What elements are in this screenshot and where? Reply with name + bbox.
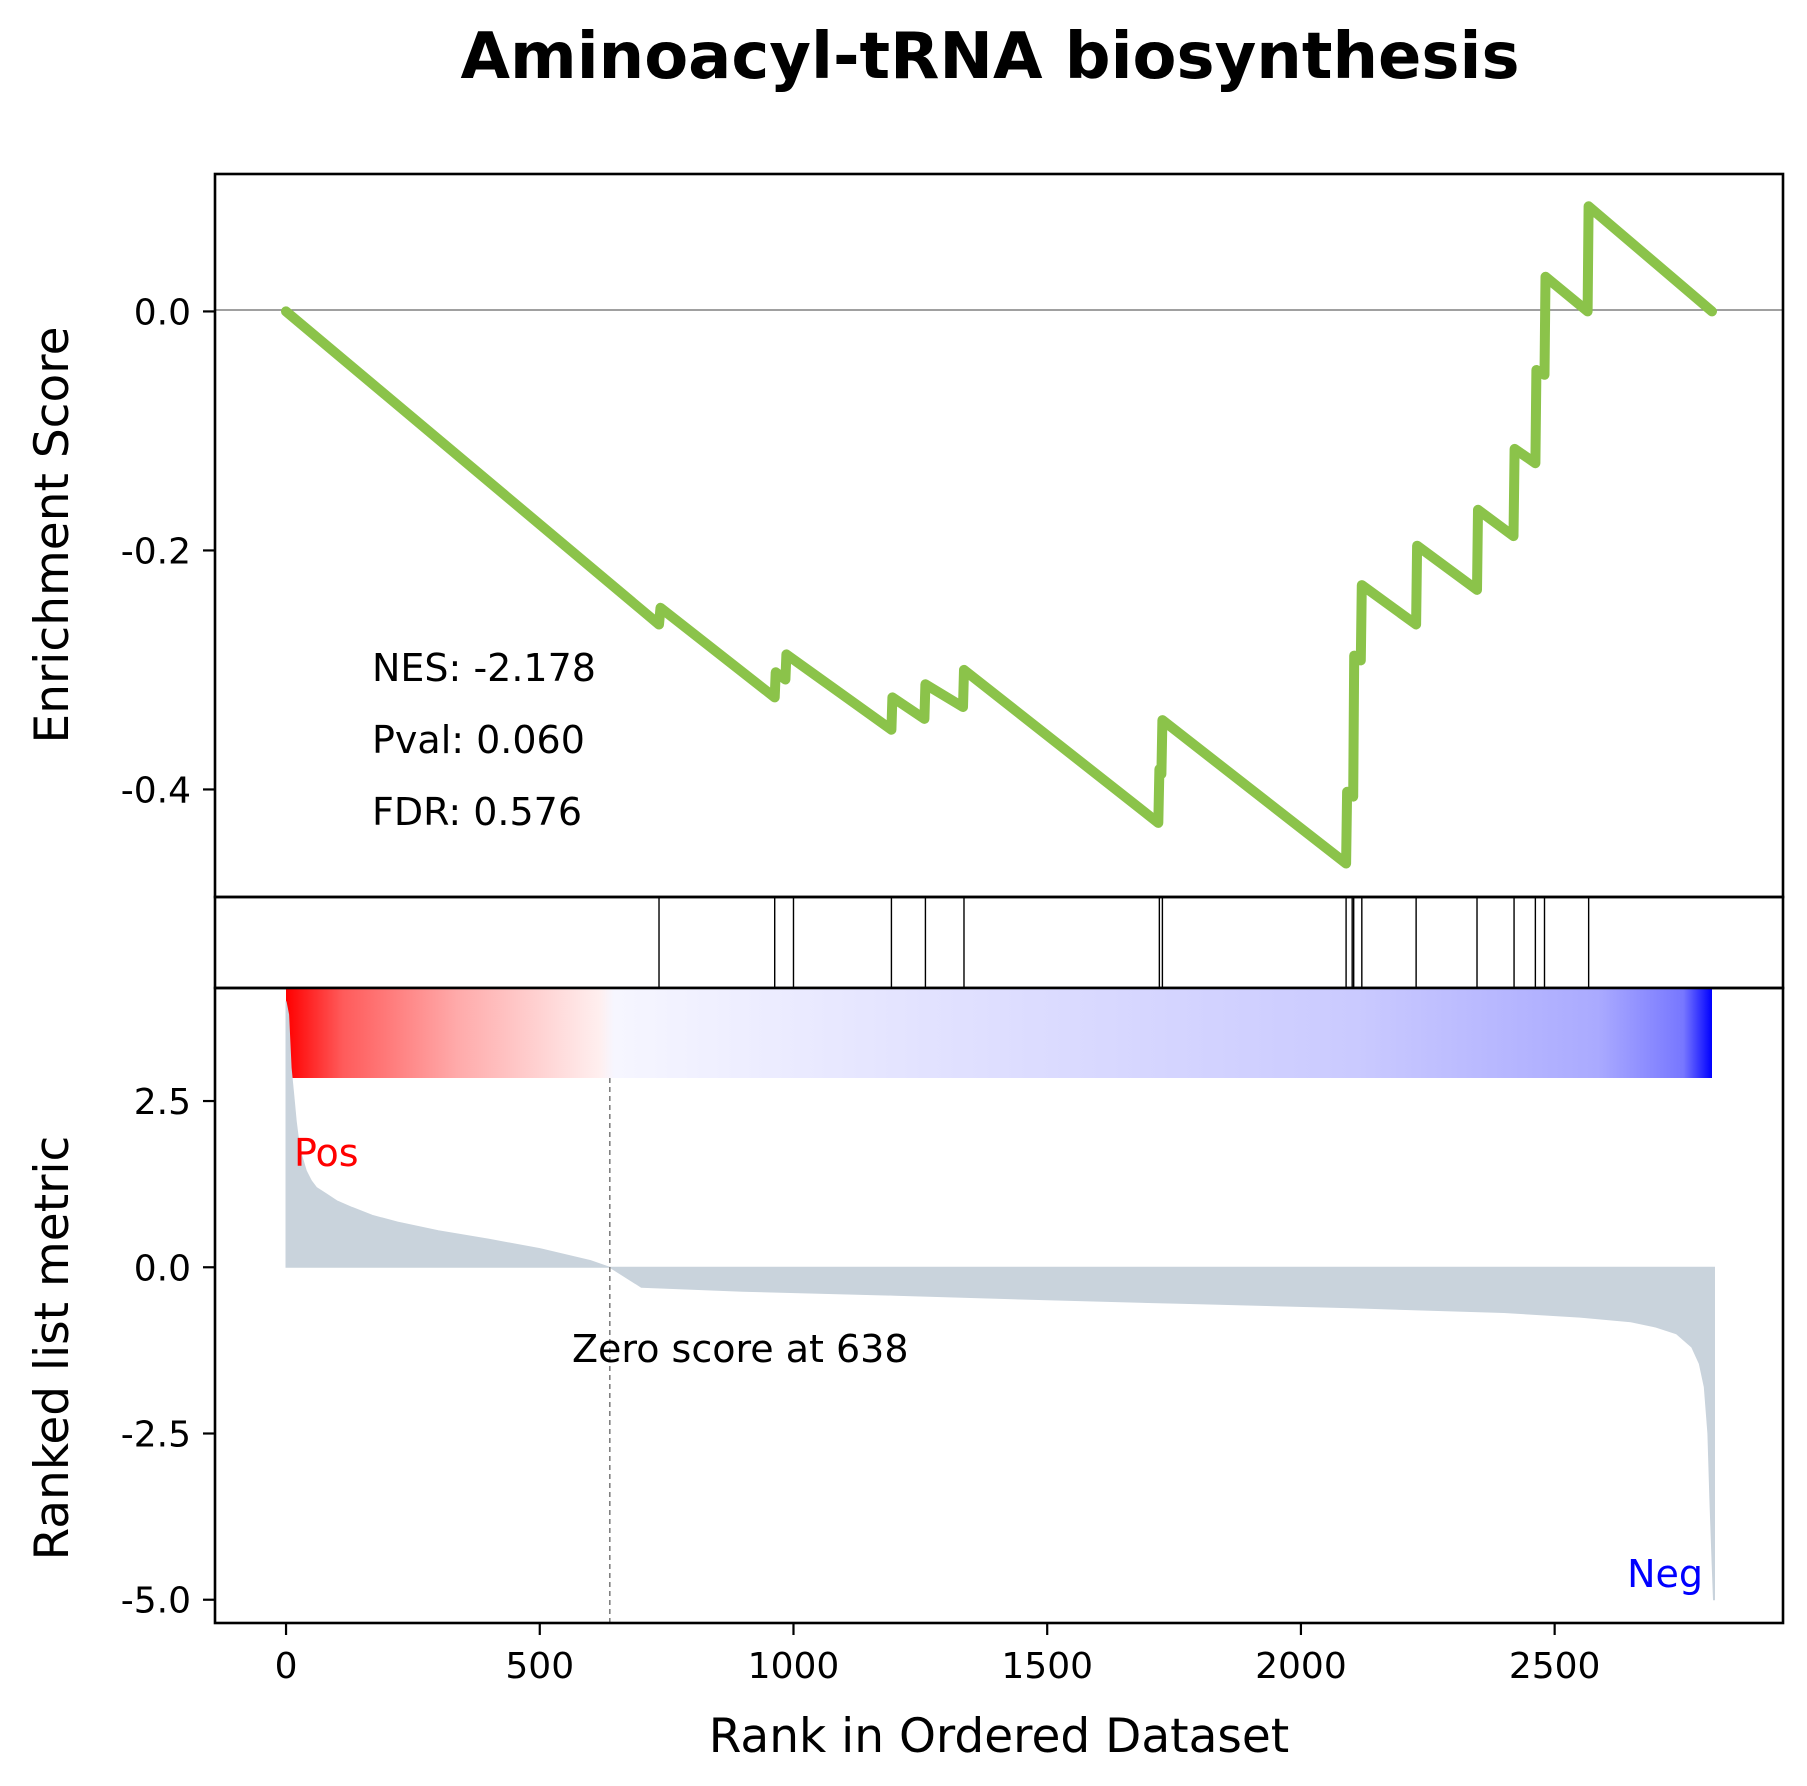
neg-label: Neg (1627, 1552, 1703, 1596)
enrichment-y-tick-label: -0.4 (121, 770, 191, 811)
x-tick-label: 2000 (1255, 1646, 1347, 1687)
rank-gradient-bar (286, 988, 1712, 1078)
enrichment-y-tick-label: 0.0 (134, 292, 191, 333)
metric-y-ticks: 2.5 0.0 -2.5 -5.0 (121, 1082, 215, 1622)
metric-frame (213, 986, 1785, 1625)
nes-annotation: NES: -2.178 (372, 646, 596, 690)
enrichment-score-line (281, 201, 1717, 869)
pval-annotation: Pval: 0.060 (372, 718, 585, 762)
metric-y-tick-label: 2.5 (134, 1082, 191, 1123)
metric-y-tick-label: 0.0 (134, 1248, 191, 1289)
metric-y-tick-label: -2.5 (121, 1414, 191, 1455)
x-axis-label: Rank in Ordered Dataset (709, 1709, 1289, 1764)
x-axis-ticks: 0 500 1000 1500 2000 2500 (275, 1623, 1601, 1687)
x-tick-label: 2500 (1509, 1646, 1601, 1687)
zero-cross-label: Zero score at 638 (572, 1327, 909, 1371)
x-tick-label: 500 (505, 1646, 574, 1687)
enrichment-y-label: Enrichment Score (25, 327, 80, 744)
ranked-metric-area (285, 1001, 1715, 1601)
x-tick-label: 1000 (748, 1646, 840, 1687)
x-tick-label: 0 (275, 1646, 298, 1687)
hits-panel (213, 895, 1785, 990)
metric-panel: Zero score at 638 Pos Neg 2.5 0.0 -2.5 -5.0… (25, 986, 1785, 1625)
x-tick-label: 1500 (1001, 1646, 1093, 1687)
chart-title: Aminoacyl-tRNA biosynthesis (460, 20, 1519, 94)
enrichment-y-tick-label: -0.2 (121, 531, 191, 572)
pos-label: Pos (294, 1131, 359, 1175)
fdr-annotation: FDR: 0.576 (372, 790, 582, 834)
metric-y-tick-label: -5.0 (121, 1581, 191, 1622)
metric-y-label: Ranked list metric (25, 1136, 80, 1561)
hits-frame (213, 895, 1785, 990)
hit-markers (658, 897, 1590, 988)
enrichment-y-ticks: 0.0 -0.2 -0.4 (121, 292, 215, 811)
enrichment-panel: 0.0 -0.2 -0.4 Enrichment Score NES: -2.178… (25, 172, 1785, 899)
